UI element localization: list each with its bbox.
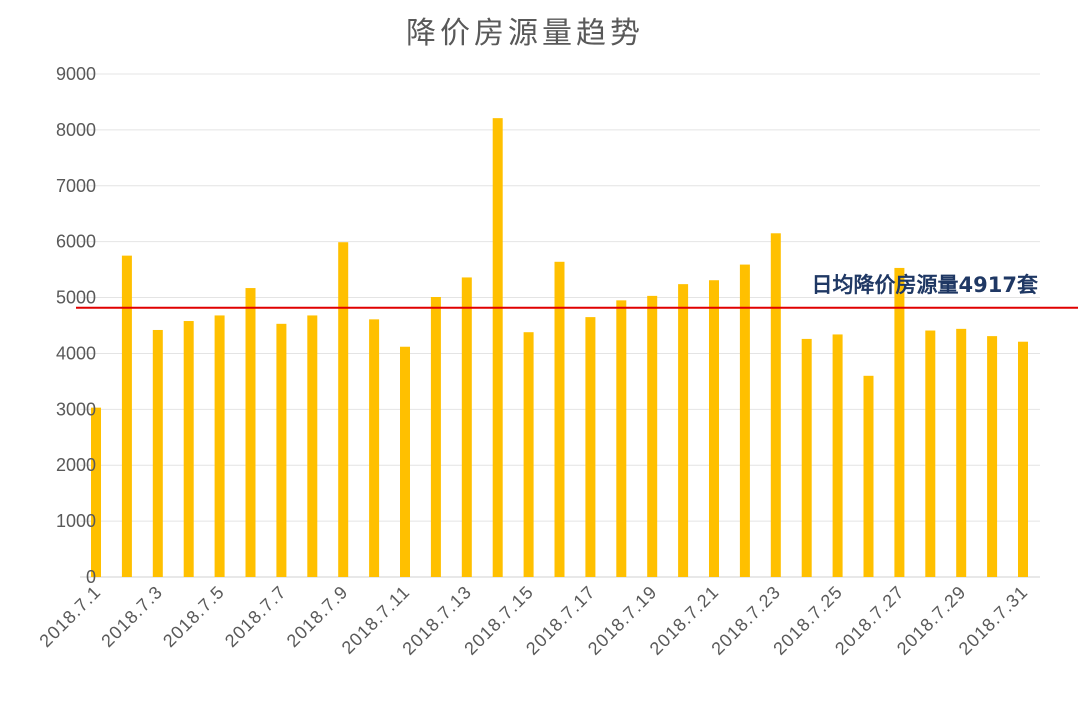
bar — [492, 118, 503, 577]
y-tick-label: 1000 — [56, 511, 96, 531]
bar — [616, 300, 627, 577]
bar — [338, 242, 349, 577]
bar — [245, 288, 256, 577]
bar — [523, 332, 534, 577]
y-tick-label: 9000 — [56, 64, 96, 84]
bar — [863, 375, 874, 577]
bar — [678, 284, 689, 577]
bar — [647, 295, 658, 577]
x-tick-label: 2018.7.3 — [97, 582, 166, 651]
bar — [554, 261, 565, 577]
bar — [925, 330, 936, 577]
bar — [585, 317, 596, 577]
bar — [121, 255, 132, 577]
y-axis-tick-labels: 0 1000 2000 3000 4000 5000 6000 7000 8000 9000 — [56, 64, 96, 587]
bar — [894, 267, 905, 577]
bar — [801, 338, 812, 577]
y-tick-label: 3000 — [56, 399, 96, 419]
average-label: 日均降价房源量4917套 — [812, 273, 1038, 297]
chart-title: 降价房源量趋势 — [406, 16, 644, 51]
bar — [400, 346, 410, 577]
bar — [832, 334, 843, 577]
bar — [461, 277, 472, 577]
bar — [276, 323, 287, 577]
y-tick-label: 4000 — [56, 343, 96, 363]
y-tick-label: 6000 — [56, 232, 96, 252]
average-line-group: 日均降价房源量4917套 — [76, 273, 1078, 309]
bar — [770, 233, 781, 578]
bars — [91, 118, 1028, 578]
y-tick-label: 5000 — [56, 288, 96, 308]
bar — [369, 319, 380, 577]
y-tick-label: 7000 — [56, 176, 96, 196]
bar — [987, 336, 998, 577]
bar — [709, 280, 719, 577]
y-tick-label: 0 — [86, 567, 96, 587]
bar — [430, 296, 441, 577]
bar — [739, 264, 750, 577]
bar — [307, 315, 318, 577]
x-axis-tick-labels: 2018.7.12018.7.32018.7.52018.7.72018.7.9… — [35, 582, 1031, 659]
bar — [91, 407, 101, 577]
y-tick-label: 2000 — [56, 455, 96, 475]
x-tick-label: 2018.7.1 — [35, 582, 104, 651]
bar — [183, 321, 194, 577]
bar — [1018, 341, 1028, 577]
bar — [214, 315, 225, 577]
bar — [152, 329, 163, 577]
y-tick-label: 8000 — [56, 120, 96, 140]
x-tick-label: 2018.7.7 — [221, 582, 290, 651]
x-tick-label: 2018.7.5 — [159, 582, 228, 651]
bar — [956, 328, 967, 577]
